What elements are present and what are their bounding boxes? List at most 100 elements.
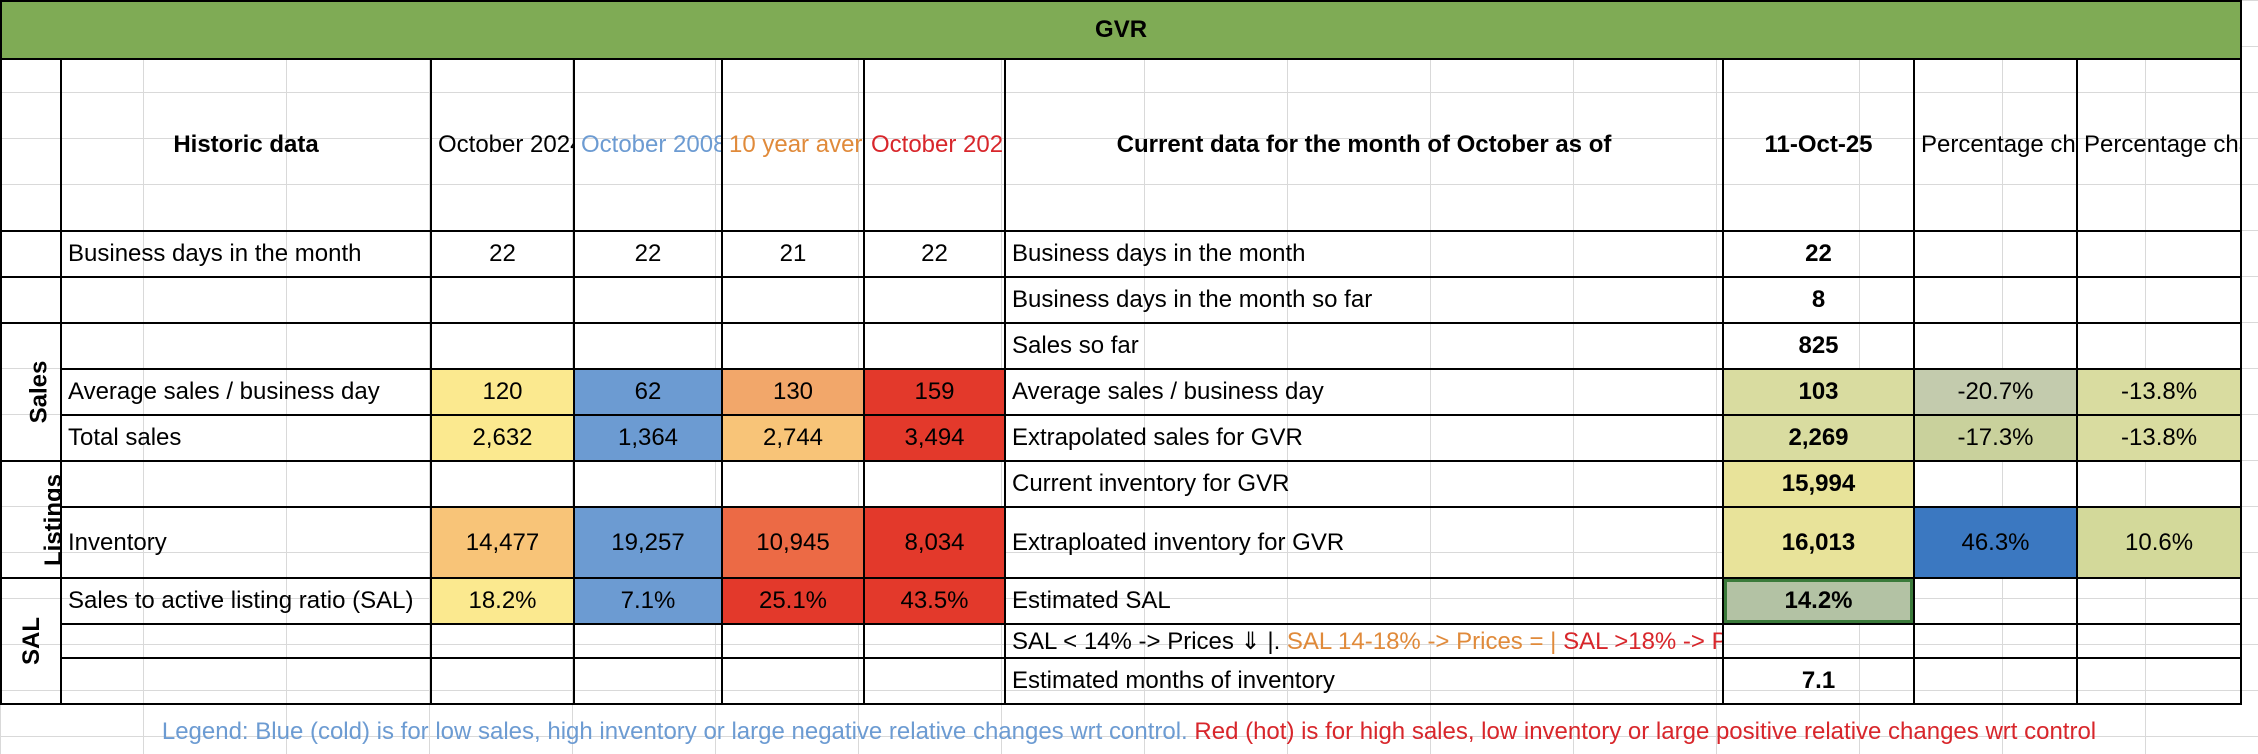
current-label[interactable]: Extraploated inventory for GVR bbox=[1004, 506, 1724, 579]
current-label[interactable]: Estimated months of inventory bbox=[1004, 657, 1724, 705]
pct-avg-cell[interactable] bbox=[1913, 657, 2078, 705]
current-value[interactable]: 16,013 bbox=[1722, 506, 1915, 579]
pct-2024-cell[interactable] bbox=[2075, 657, 2243, 705]
color-legend[interactable]: Legend: Blue (cold) is for low sales, hi… bbox=[0, 718, 2258, 746]
cell-avg[interactable]: 21 bbox=[721, 230, 865, 278]
header-pct-2024[interactable]: Percentage change wrt 2024 bbox=[2075, 58, 2243, 232]
cell-2024[interactable] bbox=[430, 657, 575, 705]
pct-2024-cell[interactable] bbox=[2075, 577, 2243, 625]
cell-2024[interactable] bbox=[430, 623, 575, 659]
current-value[interactable]: 2,269 bbox=[1722, 414, 1915, 462]
pct-avg-cell[interactable] bbox=[1913, 623, 2078, 659]
pct-avg-cell[interactable] bbox=[1913, 276, 2078, 324]
cell-avg[interactable] bbox=[721, 460, 865, 508]
current-label[interactable]: Extrapolated sales for GVR bbox=[1004, 414, 1724, 462]
pct-2024-cell[interactable] bbox=[2075, 230, 2243, 278]
sal-price-legend[interactable]: SAL < 14% -> Prices ⇓ |. SAL 14-18% -> P… bbox=[1004, 623, 1724, 659]
header-pct-avg[interactable]: Percentage change wrt 10-year average (2… bbox=[1913, 58, 2078, 232]
cell-2021[interactable]: 3,494 bbox=[863, 414, 1006, 462]
current-value[interactable]: 22 bbox=[1722, 230, 1915, 278]
current-value[interactable] bbox=[1722, 623, 1915, 659]
current-label[interactable]: Current inventory for GVR bbox=[1004, 460, 1724, 508]
header-oct-2021-bull[interactable]: October 2021 Bull bbox=[863, 58, 1006, 232]
side-blank[interactable] bbox=[0, 230, 62, 278]
cell-avg[interactable]: 25.1% bbox=[721, 577, 865, 625]
pct-avg-cell[interactable] bbox=[1913, 230, 2078, 278]
cell-2024[interactable]: 18.2% bbox=[430, 577, 575, 625]
cell-2008[interactable]: 22 bbox=[573, 230, 723, 278]
side-blank[interactable] bbox=[0, 276, 62, 324]
section-sales[interactable]: Sales bbox=[0, 322, 62, 462]
cell-2021[interactable] bbox=[863, 460, 1006, 508]
hist-label[interactable]: Inventory bbox=[60, 506, 432, 579]
current-label[interactable]: Estimated SAL bbox=[1004, 577, 1724, 625]
hist-label[interactable]: Business days in the month bbox=[60, 230, 432, 278]
cell-avg[interactable] bbox=[721, 623, 865, 659]
current-label[interactable]: Average sales / business day bbox=[1004, 368, 1724, 416]
cell-2024[interactable]: 2,632 bbox=[430, 414, 575, 462]
header-10-year-average[interactable]: 10 year average 2015-2024 bbox=[721, 58, 865, 232]
pct-avg-cell[interactable]: -20.7% bbox=[1913, 368, 2078, 416]
pct-2024-cell[interactable] bbox=[2075, 322, 2243, 370]
cell-2008[interactable] bbox=[573, 657, 723, 705]
section-sal[interactable]: SAL bbox=[0, 577, 62, 705]
cell-avg[interactable] bbox=[721, 322, 865, 370]
current-value[interactable]: 7.1 bbox=[1722, 657, 1915, 705]
cell-2008[interactable] bbox=[573, 322, 723, 370]
current-value[interactable]: 15,994 bbox=[1722, 460, 1915, 508]
pct-2024-cell[interactable]: -13.8% bbox=[2075, 368, 2243, 416]
cell-2024[interactable] bbox=[430, 460, 575, 508]
current-label[interactable]: Sales so far bbox=[1004, 322, 1724, 370]
current-value[interactable]: 14.2% bbox=[1722, 577, 1915, 625]
cell-2021[interactable] bbox=[863, 623, 1006, 659]
header-current-data[interactable]: Current data for the month of October as… bbox=[1004, 58, 1724, 232]
current-value[interactable]: 825 bbox=[1722, 322, 1915, 370]
cell-2021[interactable]: 43.5% bbox=[863, 577, 1006, 625]
cell-2024[interactable] bbox=[430, 276, 575, 324]
cell-avg[interactable] bbox=[721, 276, 865, 324]
cell-avg[interactable]: 10,945 bbox=[721, 506, 865, 579]
cell-2008[interactable]: 1,364 bbox=[573, 414, 723, 462]
sheet-title[interactable]: GVR bbox=[0, 0, 2243, 60]
section-listings[interactable]: Listings bbox=[0, 460, 62, 579]
cell-2024[interactable] bbox=[430, 322, 575, 370]
pct-2024-cell[interactable] bbox=[2075, 276, 2243, 324]
cell-2008[interactable] bbox=[573, 276, 723, 324]
pct-2024-cell[interactable]: -13.8% bbox=[2075, 414, 2243, 462]
header-oct-2008-bear[interactable]: October 2008 Bear bbox=[573, 58, 723, 232]
hist-label[interactable] bbox=[60, 276, 432, 324]
pct-2024-cell[interactable]: 10.6% bbox=[2075, 506, 2243, 579]
pct-avg-cell[interactable] bbox=[1913, 322, 2078, 370]
header-date[interactable]: 11-Oct-25 bbox=[1722, 58, 1915, 232]
hist-label[interactable] bbox=[60, 460, 432, 508]
pct-2024-cell[interactable] bbox=[2075, 460, 2243, 508]
header-historic[interactable]: Historic data bbox=[60, 58, 432, 232]
current-value[interactable]: 8 bbox=[1722, 276, 1915, 324]
cell-2024[interactable]: 14,477 bbox=[430, 506, 575, 579]
hist-label[interactable] bbox=[60, 623, 432, 659]
current-label[interactable]: Business days in the month bbox=[1004, 230, 1724, 278]
header-oct-2024[interactable]: October 2024 bbox=[430, 58, 575, 232]
pct-avg-cell[interactable] bbox=[1913, 577, 2078, 625]
hist-label[interactable]: Average sales / business day bbox=[60, 368, 432, 416]
cell-2008[interactable]: 7.1% bbox=[573, 577, 723, 625]
header-blank[interactable] bbox=[0, 58, 62, 232]
hist-label[interactable]: Total sales bbox=[60, 414, 432, 462]
hist-label[interactable] bbox=[60, 657, 432, 705]
hist-label[interactable] bbox=[60, 322, 432, 370]
cell-2024[interactable]: 120 bbox=[430, 368, 575, 416]
cell-avg[interactable]: 130 bbox=[721, 368, 865, 416]
pct-avg-cell[interactable] bbox=[1913, 460, 2078, 508]
cell-2024[interactable]: 22 bbox=[430, 230, 575, 278]
cell-2021[interactable] bbox=[863, 657, 1006, 705]
cell-2021[interactable]: 22 bbox=[863, 230, 1006, 278]
cell-2021[interactable] bbox=[863, 276, 1006, 324]
cell-avg[interactable] bbox=[721, 657, 865, 705]
hist-label[interactable]: Sales to active listing ratio (SAL) bbox=[60, 577, 432, 625]
cell-2008[interactable]: 62 bbox=[573, 368, 723, 416]
current-value[interactable]: 103 bbox=[1722, 368, 1915, 416]
cell-2021[interactable] bbox=[863, 322, 1006, 370]
pct-2024-cell[interactable] bbox=[2075, 623, 2243, 659]
pct-avg-cell[interactable]: -17.3% bbox=[1913, 414, 2078, 462]
cell-2008[interactable] bbox=[573, 623, 723, 659]
